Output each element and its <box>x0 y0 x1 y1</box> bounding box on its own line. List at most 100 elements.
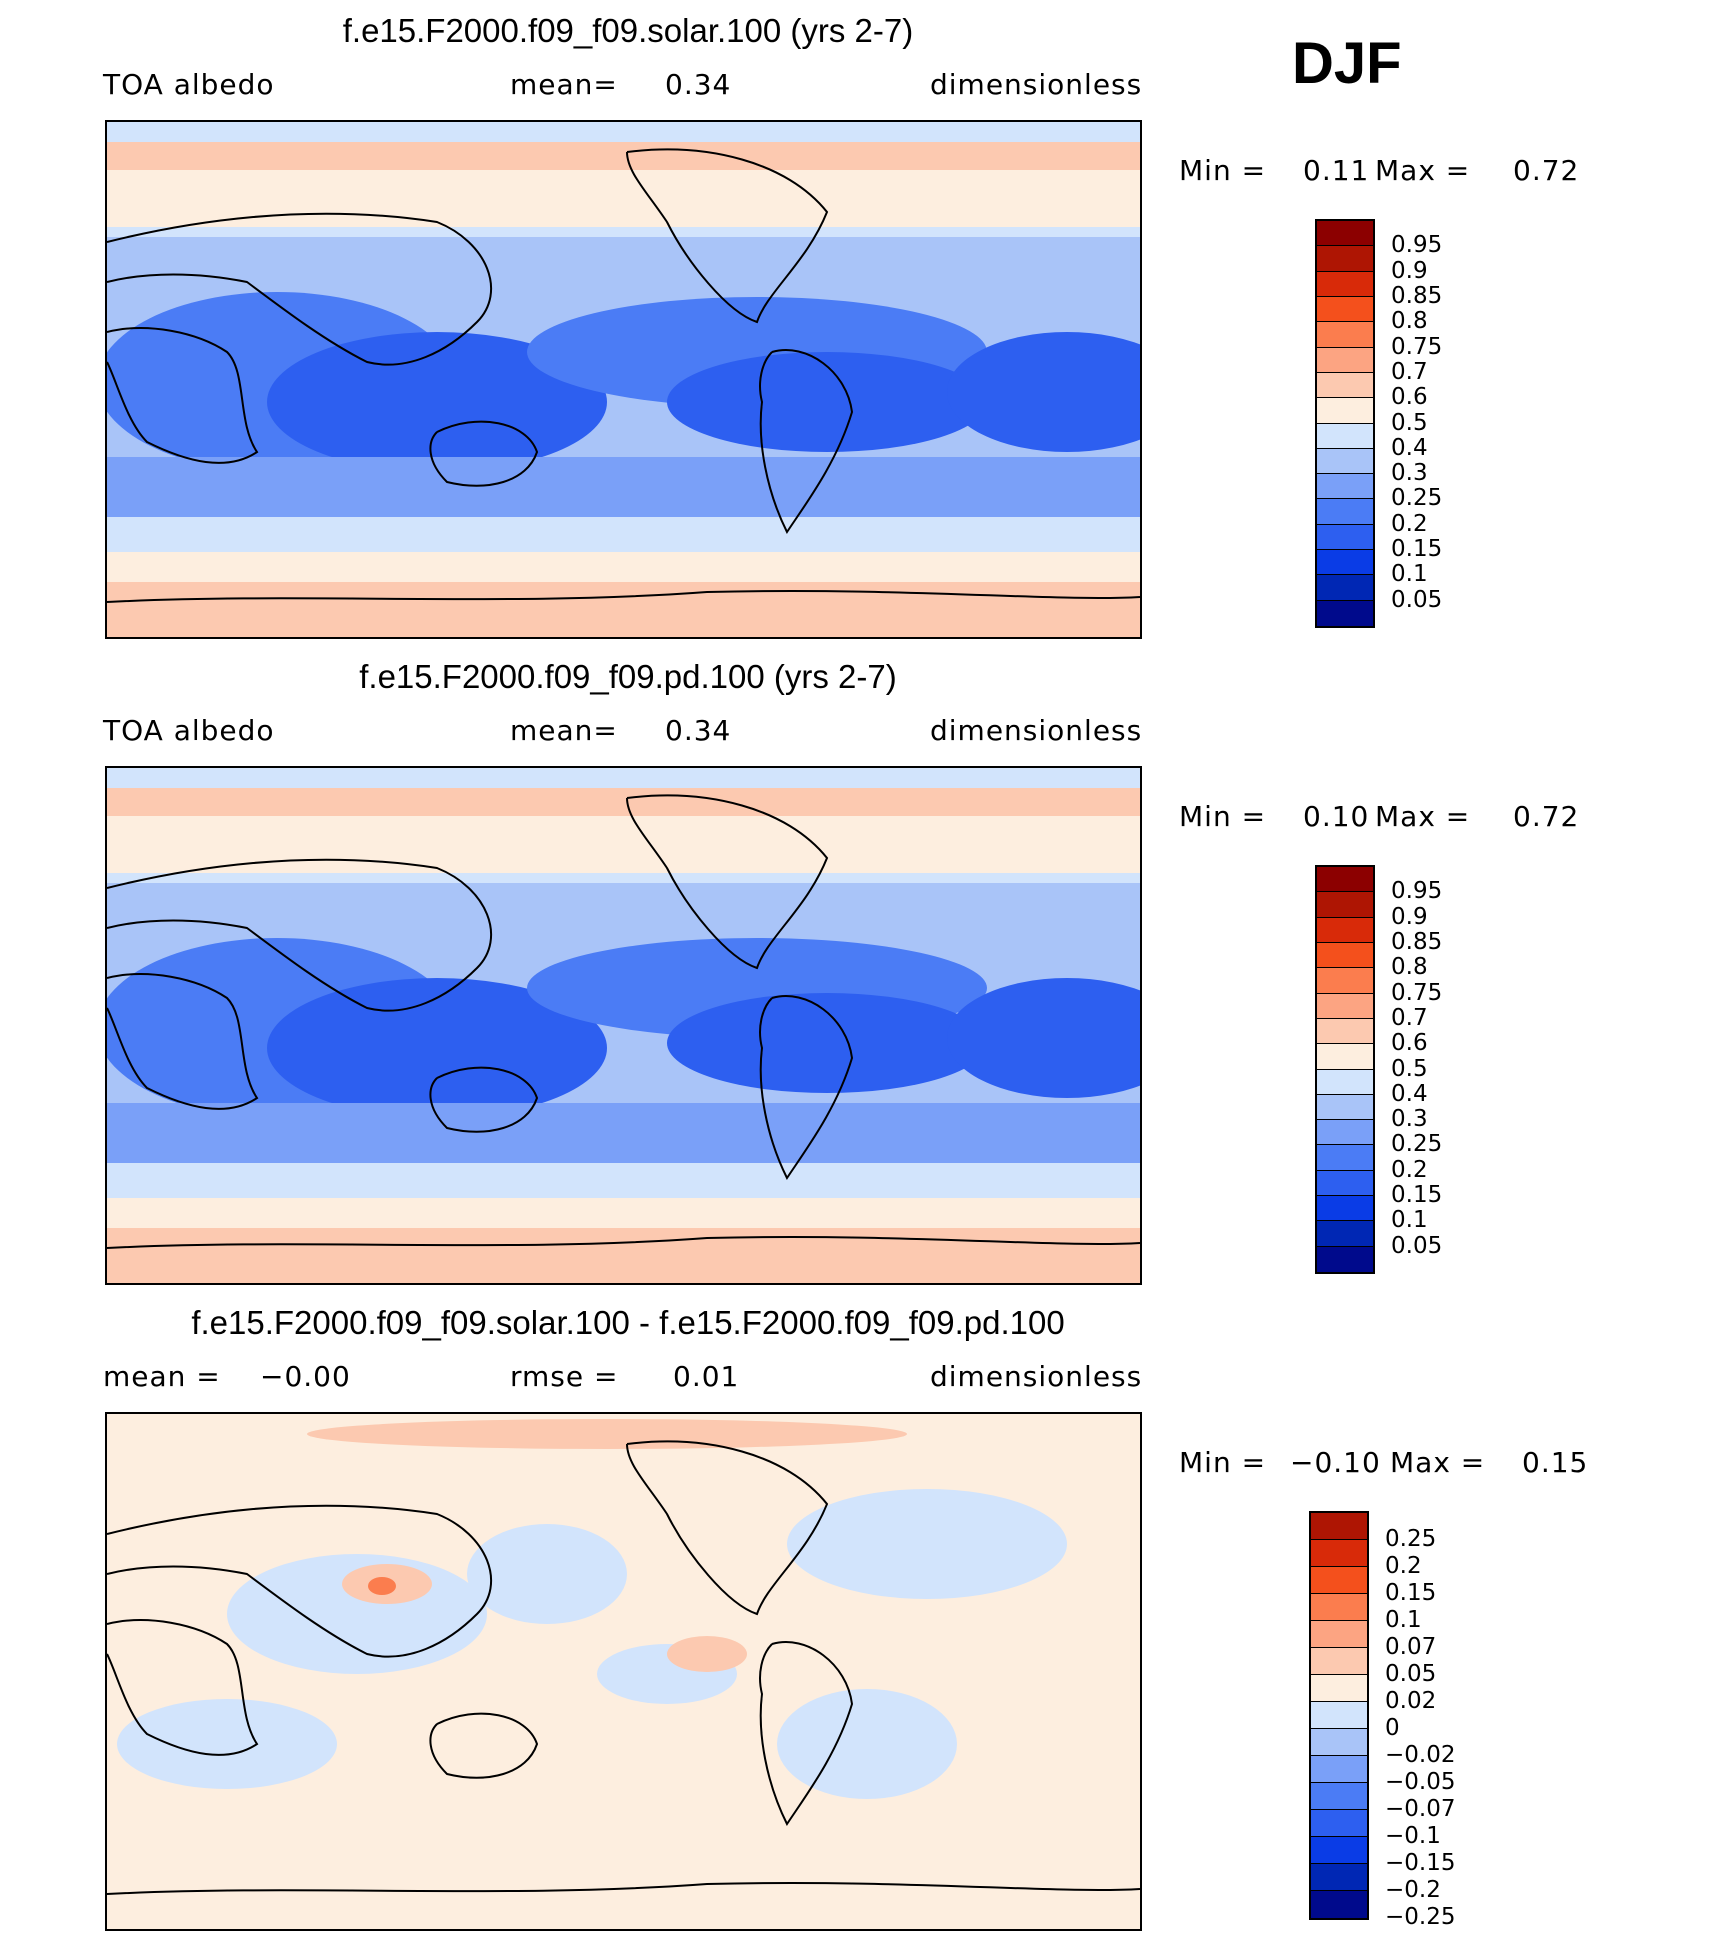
colorbar-swatch <box>1317 372 1373 399</box>
colorbar-tick-label: 0 <box>1385 1715 1400 1741</box>
colorbar-swatch <box>1311 1837 1367 1864</box>
pacific-deep-blue <box>667 993 987 1093</box>
colorbar-swatch <box>1317 499 1373 525</box>
antarctica-outline <box>107 589 1140 603</box>
panel-1-max-label: Max = <box>1375 154 1471 187</box>
colorbar-tick-label: 0.15 <box>1391 536 1443 563</box>
panel-1-title: f.e15.F2000.f09_f09.solar.100 (yrs 2-7) <box>342 12 914 49</box>
panel-2-min-value: 0.10 <box>1303 800 1370 833</box>
colorbar-swatch <box>1311 1675 1367 1702</box>
colorbar-swatch <box>1317 271 1373 297</box>
panel-3-min-value: −0.10 <box>1290 1446 1381 1479</box>
arctic-band-high <box>107 142 1140 170</box>
eurasia-outline <box>107 212 493 366</box>
colorbar-swatch <box>1317 942 1373 969</box>
panel-2-units-label: dimensionless <box>930 714 1143 747</box>
panel-2-mean-label: mean= <box>510 714 618 747</box>
diff-patch <box>777 1689 957 1799</box>
colorbar-tick-label: 0.6 <box>1391 384 1428 411</box>
colorbar-tick-label: 0.8 <box>1391 954 1428 981</box>
colorbar-tick-label: 0.02 <box>1385 1688 1437 1714</box>
diff-hotspot <box>368 1577 396 1595</box>
colorbar-swatch <box>1317 296 1373 323</box>
indian-ocean-blue <box>267 978 607 1118</box>
panel-2-variable-label: TOA albedo <box>103 714 275 747</box>
colorbar-tick-label: 0.75 <box>1391 333 1443 360</box>
colorbar-swatch <box>1317 1094 1373 1121</box>
atlantic-deep-blue <box>947 978 1140 1098</box>
colorbar-swatch <box>1311 1756 1367 1783</box>
australia-outline <box>429 420 539 487</box>
colorbar-tick-label: 0.25 <box>1385 1526 1437 1552</box>
diff-patch <box>467 1524 627 1624</box>
colorbar-tick-label: 0.95 <box>1391 232 1443 259</box>
colorbar-swatch <box>1311 1594 1367 1621</box>
australia-outline <box>429 1712 539 1779</box>
antarctic-band-high <box>107 582 1140 637</box>
colorbar-tick-label: 0.15 <box>1385 1580 1437 1606</box>
panel-3-rmse-value: 0.01 <box>673 1360 740 1393</box>
colorbar-swatch <box>1311 1783 1367 1810</box>
panel-3-mean-value: −0.00 <box>260 1360 351 1393</box>
indian-ocean-blue <box>267 332 607 472</box>
colorbar-swatch <box>1311 1864 1367 1891</box>
colorbar-swatch <box>1317 246 1373 272</box>
colorbar-tick-label: 0.07 <box>1385 1634 1437 1660</box>
colorbar-tick-label: 0.9 <box>1391 257 1428 284</box>
colorbar-swatch <box>1317 1221 1373 1247</box>
colorbar-swatch <box>1311 1702 1367 1729</box>
north-america-outline <box>626 1440 829 1616</box>
africa-outline <box>107 973 259 1110</box>
colorbar-tick-label: 0.2 <box>1391 1156 1428 1183</box>
colorbar-tick-label: 0.2 <box>1391 510 1428 537</box>
colorbar-tick-label: 0.1 <box>1391 1207 1428 1234</box>
colorbar-swatch <box>1317 1044 1373 1070</box>
colorbar-tick-label: 0.75 <box>1391 979 1443 1006</box>
colorbar-swatch <box>1317 892 1373 918</box>
panel-2-mean-value: 0.34 <box>665 714 732 747</box>
colorbar-tick-label: 0.05 <box>1391 586 1443 613</box>
colorbar-tick-label: 0.9 <box>1391 903 1428 930</box>
colorbar-swatch <box>1317 1196 1373 1222</box>
colorbar-swatch <box>1311 1810 1367 1837</box>
colorbar-swatch <box>1311 1513 1367 1540</box>
diff-patch <box>787 1489 1067 1599</box>
colorbar-swatch <box>1317 550 1373 576</box>
colorbar-tick-label: 0.1 <box>1385 1607 1422 1633</box>
africa-outline <box>107 327 259 464</box>
colorbar-swatch <box>1311 1891 1367 1918</box>
panel-1-units-label: dimensionless <box>930 68 1143 101</box>
panel-3-units-label: dimensionless <box>930 1360 1143 1393</box>
colorbar-tick-label: −0.02 <box>1385 1742 1456 1768</box>
colorbar-swatch <box>1317 1170 1373 1197</box>
colorbar-swatch <box>1317 221 1373 247</box>
colorbar-tick-label: −0.2 <box>1385 1877 1441 1903</box>
colorbar-swatch <box>1317 968 1373 994</box>
colorbar-swatch <box>1317 1069 1373 1095</box>
colorbar-tick-label: 0.15 <box>1391 1182 1443 1209</box>
colorbar-tick-label: −0.25 <box>1385 1904 1456 1930</box>
colorbar-swatch <box>1311 1729 1367 1756</box>
panel-3-colorbar <box>1309 1511 1369 1920</box>
panel-1-min-label: Min = <box>1179 154 1267 187</box>
colorbar-swatch <box>1317 448 1373 475</box>
colorbar-tick-label: 0.25 <box>1391 1131 1443 1158</box>
panel-1-map <box>105 120 1142 639</box>
north-america-outline <box>626 148 829 324</box>
colorbar-tick-label: 0.1 <box>1391 561 1428 588</box>
colorbar-tick-label: 0.95 <box>1391 878 1443 905</box>
antarctic-band-high <box>107 1228 1140 1283</box>
south-america-outline <box>759 995 854 1180</box>
colorbar-tick-label: 0.2 <box>1385 1553 1422 1579</box>
colorbar-tick-label: −0.1 <box>1385 1823 1441 1849</box>
colorbar-tick-label: 0.05 <box>1391 1232 1443 1259</box>
arctic-band-high <box>107 788 1140 816</box>
antarctica-outline <box>107 1881 1140 1895</box>
colorbar-tick-label: 0.6 <box>1391 1030 1428 1057</box>
atlantic-deep-blue <box>947 332 1140 452</box>
colorbar-tick-label: 0.85 <box>1391 928 1443 955</box>
colorbar-tick-label: 0.7 <box>1391 1004 1428 1031</box>
panel-3-max-label: Max = <box>1390 1446 1486 1479</box>
colorbar-swatch <box>1317 1246 1373 1272</box>
colorbar-swatch <box>1311 1621 1367 1648</box>
